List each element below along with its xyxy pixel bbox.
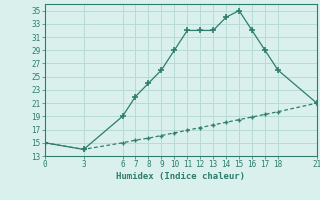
X-axis label: Humidex (Indice chaleur): Humidex (Indice chaleur) — [116, 172, 245, 181]
